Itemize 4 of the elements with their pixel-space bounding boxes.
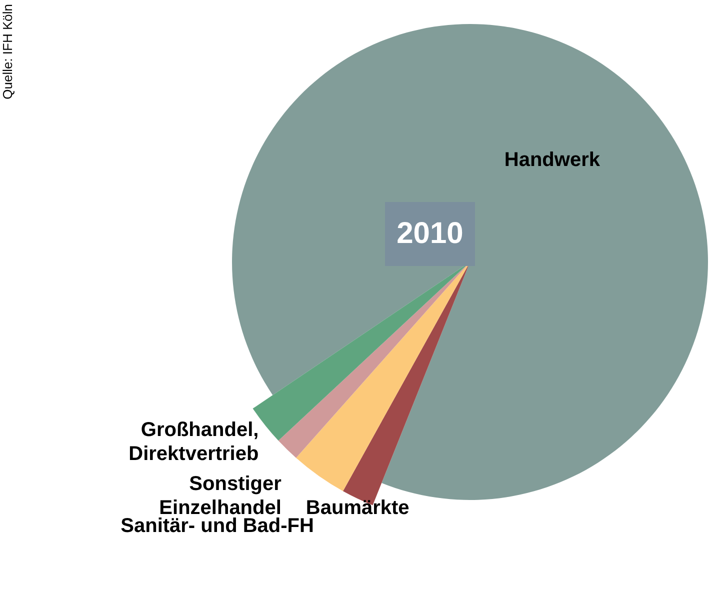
slice-label: Handwerk (504, 149, 601, 172)
source-note: Quelle: IFH Köln (0, 4, 15, 100)
slice-label: Großhandel, Direktvertrieb (128, 419, 259, 466)
text: 2010 (396, 217, 464, 250)
